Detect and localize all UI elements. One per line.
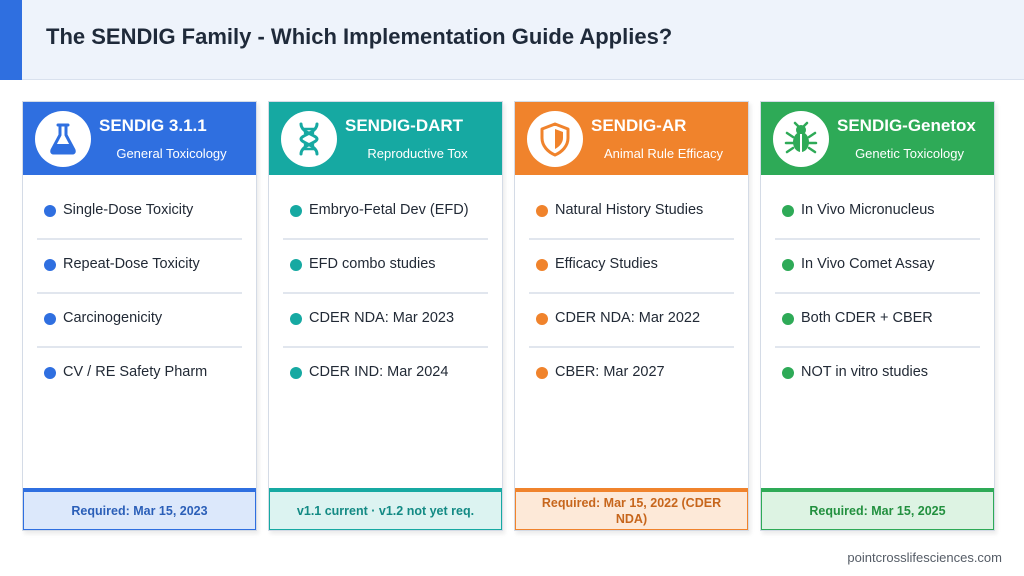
card-subtitle: Animal Rule Efficacy [604, 146, 723, 161]
bullet-dot [44, 259, 56, 271]
card-title: SENDIG-AR [591, 116, 687, 135]
card-footer-status: Required: Mar 15, 2025 [761, 488, 994, 530]
page-title: The SENDIG Family - Which Implementation… [46, 24, 673, 49]
list-item: CV / RE Safety Pharm [37, 348, 242, 402]
bullet-dot [290, 367, 302, 379]
bullet-dot [44, 367, 56, 379]
card-item-list: In Vivo Micronucleus In Vivo Comet Assay… [775, 186, 980, 402]
list-item: Natural History Studies [529, 186, 734, 240]
card-badge [281, 111, 337, 167]
list-item-text: NOT in vitro studies [801, 364, 929, 380]
list-item-text: CV / RE Safety Pharm [63, 364, 208, 380]
header-banner: The SENDIG Family - Which Implementation… [0, 0, 1024, 80]
header-accent-bar [0, 0, 22, 80]
card-header: SENDIG-AR Animal Rule Efficacy [515, 102, 748, 175]
card-badge [773, 111, 829, 167]
card-footer-status: Required: Mar 15, 2023 [23, 488, 256, 530]
card-title: SENDIG-DART [345, 116, 464, 135]
list-item-text: CDER IND: Mar 2024 [309, 364, 449, 380]
list-item-text: Carcinogenicity [63, 310, 163, 326]
list-item-text: Embryo-Fetal Dev (EFD) [309, 202, 469, 218]
card-header: SENDIG 3.1.1 General Toxicology [23, 102, 256, 175]
bullet-dot [536, 205, 548, 217]
list-item: Repeat-Dose Toxicity [37, 240, 242, 294]
card-sendig-genetox: SENDIG-Genetox Genetic Toxicology In Viv… [760, 101, 995, 531]
card-item-list: Single-Dose Toxicity Repeat-Dose Toxicit… [37, 186, 242, 402]
list-item-text: Single-Dose Toxicity [63, 202, 194, 218]
bullet-dot [782, 313, 794, 325]
bullet-dot [290, 259, 302, 271]
list-item: EFD combo studies [283, 240, 488, 294]
card-subtitle: Reproductive Tox [367, 146, 468, 161]
card-subtitle: General Toxicology [116, 146, 227, 161]
card-sendig-311: SENDIG 3.1.1 General Toxicology Single-D… [22, 101, 257, 531]
list-item-text: In Vivo Comet Assay [801, 256, 935, 272]
card-badge [35, 111, 91, 167]
list-item: Carcinogenicity [37, 294, 242, 348]
bullet-dot [536, 313, 548, 325]
flask-icon [50, 123, 76, 155]
list-item: Single-Dose Toxicity [37, 186, 242, 240]
bullet-dot [44, 205, 56, 217]
bullet-dot [44, 313, 56, 325]
bullet-dot [782, 367, 794, 379]
card-item-list: Embryo-Fetal Dev (EFD) EFD combo studies… [283, 186, 488, 402]
bug-icon [784, 121, 818, 154]
list-item-text: Both CDER + CBER [801, 310, 933, 326]
shield-icon [540, 122, 570, 157]
list-item: CDER NDA: Mar 2022 [529, 294, 734, 348]
list-item: In Vivo Comet Assay [775, 240, 980, 294]
list-item: Embryo-Fetal Dev (EFD) [283, 186, 488, 240]
list-item-text: Repeat-Dose Toxicity [63, 256, 200, 272]
list-item: CDER NDA: Mar 2023 [283, 294, 488, 348]
card-footer-status: Required: Mar 15, 2022 (CDER NDA) [515, 488, 748, 530]
card-footer-status: v1.1 current · v1.2 not yet req. [269, 488, 502, 530]
dna-icon [299, 122, 319, 156]
list-item: CBER: Mar 2027 [529, 348, 734, 402]
list-item-text: CDER NDA: Mar 2023 [309, 310, 455, 326]
list-item-text: Natural History Studies [555, 202, 704, 218]
card-sendig-dart: SENDIG-DART Reproductive Tox Embryo-Feta… [268, 101, 503, 531]
card-subtitle: Genetic Toxicology [855, 146, 964, 161]
list-item: In Vivo Micronucleus [775, 186, 980, 240]
bullet-dot [290, 313, 302, 325]
card-title: SENDIG 3.1.1 [99, 116, 207, 135]
list-item-text: In Vivo Micronucleus [801, 202, 935, 218]
list-item: CDER IND: Mar 2024 [283, 348, 488, 402]
bullet-dot [290, 205, 302, 217]
card-badge [527, 111, 583, 167]
card-title: SENDIG-Genetox [837, 116, 976, 135]
list-item-text: CBER: Mar 2027 [555, 364, 665, 380]
card-header: SENDIG-Genetox Genetic Toxicology [761, 102, 994, 175]
list-item-text: EFD combo studies [309, 256, 436, 272]
card-header: SENDIG-DART Reproductive Tox [269, 102, 502, 175]
bullet-dot [536, 367, 548, 379]
card-sendig-ar: SENDIG-AR Animal Rule Efficacy Natural H… [514, 101, 749, 531]
bullet-dot [782, 259, 794, 271]
list-item: NOT in vitro studies [775, 348, 980, 402]
card-item-list: Natural History Studies Efficacy Studies… [529, 186, 734, 402]
list-item: Both CDER + CBER [775, 294, 980, 348]
footer-website: pointcrosslifesciences.com [847, 550, 1002, 565]
bullet-dot [536, 259, 548, 271]
bullet-dot [782, 205, 794, 217]
list-item-text: Efficacy Studies [555, 256, 658, 272]
list-item: Efficacy Studies [529, 240, 734, 294]
list-item-text: CDER NDA: Mar 2022 [555, 310, 701, 326]
